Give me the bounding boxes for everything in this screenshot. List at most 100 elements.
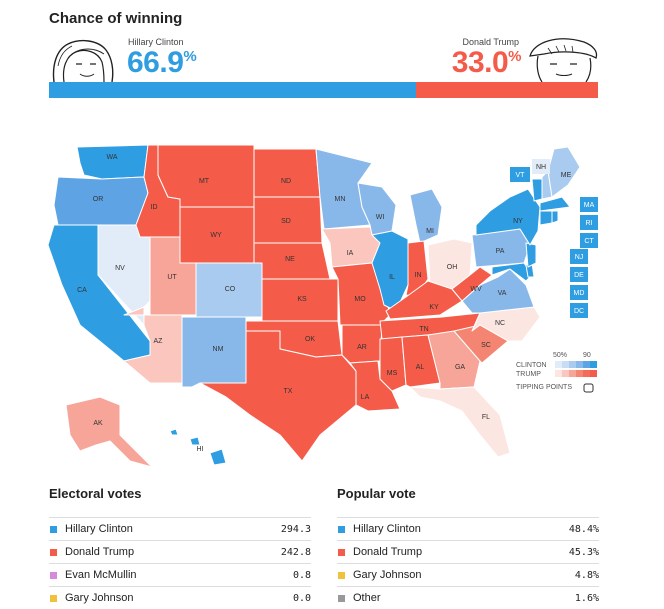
- state-RI[interactable]: [551, 210, 559, 224]
- box-label-NJ: NJ: [575, 254, 584, 261]
- candidate-label: Hillary Clinton: [353, 523, 421, 535]
- label-IL: IL: [389, 274, 395, 281]
- legend-clinton-swatch-2: [569, 361, 576, 368]
- legend-trump-swatches: [555, 370, 597, 377]
- color-swatch: [338, 594, 345, 602]
- legend-clinton-label: CLINTON: [516, 362, 547, 369]
- label-SC: SC: [481, 342, 491, 349]
- trump-chance-bar: [416, 82, 598, 98]
- trump-portrait-icon: [529, 38, 598, 82]
- label-GA: GA: [455, 364, 465, 371]
- legend-trump-swatch-5: [590, 370, 597, 377]
- legend-tipping-label: TIPPING POINTS: [516, 384, 572, 391]
- state-MI[interactable]: [409, 188, 443, 244]
- box-label-MA: MA: [584, 202, 595, 209]
- state-CT[interactable]: [539, 210, 553, 226]
- box-label-MD: MD: [574, 290, 585, 297]
- label-AR: AR: [357, 344, 367, 351]
- color-swatch: [50, 594, 57, 602]
- box-MA[interactable]: [580, 197, 598, 212]
- legend-clinton-swatch-0: [555, 361, 562, 368]
- trump-chance-value: 33.0: [451, 46, 509, 79]
- state-ND[interactable]: [253, 148, 321, 198]
- label-WV: WV: [470, 286, 482, 293]
- label-MO: MO: [354, 296, 366, 303]
- state-AL[interactable]: [401, 334, 441, 388]
- popular-row: Other 1.6%: [337, 586, 599, 609]
- candidate-label: Donald Trump: [65, 546, 135, 558]
- popular-row: Donald Trump 45.3%: [337, 540, 599, 563]
- state-MA[interactable]: [539, 196, 571, 212]
- state-HI[interactable]: [169, 428, 179, 436]
- chance-of-winning-title: Chance of winning: [49, 10, 183, 27]
- label-MS: MS: [387, 370, 398, 377]
- label-KY: KY: [429, 304, 439, 311]
- state-AK[interactable]: [65, 396, 153, 468]
- state-HI-2[interactable]: [189, 436, 201, 446]
- candidate-value: 1.6%: [574, 592, 599, 604]
- state-NY[interactable]: [475, 188, 541, 246]
- state-VA[interactable]: [461, 268, 535, 314]
- candidate-label: Gary Johnson: [353, 569, 422, 581]
- color-swatch: [338, 571, 345, 579]
- label-NY: NY: [513, 218, 523, 225]
- box-DC[interactable]: [570, 303, 588, 318]
- box-MD[interactable]: [570, 285, 588, 300]
- electoral-votes-title: Electoral votes: [49, 486, 142, 501]
- state-MS[interactable]: [379, 336, 407, 392]
- legend-clinton-swatch-4: [583, 361, 590, 368]
- clinton-name: Hillary Clinton: [128, 37, 184, 47]
- trump-name: Donald Trump: [462, 37, 519, 47]
- label-IA: IA: [347, 250, 354, 257]
- state-ME[interactable]: [547, 146, 581, 198]
- box-VT[interactable]: [510, 167, 530, 182]
- label-CO: CO: [225, 286, 236, 293]
- legend-trump-swatch-4: [583, 370, 590, 377]
- candidate-value: 294.3: [280, 523, 311, 535]
- legend-clinton-swatch-5: [590, 361, 597, 368]
- candidate-value: 4.8%: [574, 569, 599, 581]
- state-LA[interactable]: [349, 360, 401, 412]
- legend-scale-min: 50%: [553, 352, 567, 359]
- popular-vote-title: Popular vote: [337, 486, 416, 501]
- candidate-label: Gary Johnson: [65, 592, 134, 604]
- label-NM: NM: [213, 346, 224, 353]
- candidate-value: 0.0: [292, 592, 311, 604]
- clinton-pct-symbol: %: [183, 48, 197, 65]
- box-label-NH: NH: [536, 164, 546, 171]
- candidate-label: Hillary Clinton: [65, 523, 133, 535]
- candidate-label: Evan McMullin: [65, 569, 137, 581]
- label-MT: MT: [199, 178, 210, 185]
- state-VT[interactable]: [531, 178, 543, 202]
- box-DE[interactable]: [570, 267, 588, 282]
- box-RI[interactable]: [580, 215, 598, 230]
- label-OR: OR: [93, 196, 104, 203]
- state-FL[interactable]: [409, 386, 511, 458]
- box-NH[interactable]: [532, 159, 550, 174]
- box-label-CT: CT: [584, 238, 594, 245]
- label-OK: OK: [305, 336, 315, 343]
- label-WY: WY: [210, 232, 222, 239]
- legend-scale-max: 90: [583, 352, 591, 359]
- box-label-RI: RI: [586, 220, 593, 227]
- state-MD[interactable]: [491, 262, 533, 282]
- state-NJ[interactable]: [525, 242, 537, 268]
- candidate-value: 48.4%: [568, 523, 599, 535]
- label-AL: AL: [416, 364, 425, 371]
- tipping-point-icon: [583, 383, 594, 393]
- label-MI: MI: [426, 228, 434, 235]
- box-NJ[interactable]: [570, 249, 588, 264]
- box-CT[interactable]: [580, 233, 598, 248]
- state-WA[interactable]: [76, 144, 149, 180]
- candidate-label: Other: [353, 592, 381, 604]
- box-label-VT: VT: [516, 172, 526, 179]
- color-swatch: [338, 548, 345, 556]
- legend-trump-swatch-0: [555, 370, 562, 377]
- state-TX[interactable]: [199, 330, 357, 462]
- state-MT[interactable]: [157, 144, 255, 208]
- label-UT: UT: [167, 274, 177, 281]
- state-HI-3[interactable]: [209, 448, 227, 466]
- legend-trump-swatch-3: [576, 370, 583, 377]
- legend-trump-swatch-1: [562, 370, 569, 377]
- label-IN: IN: [415, 272, 422, 279]
